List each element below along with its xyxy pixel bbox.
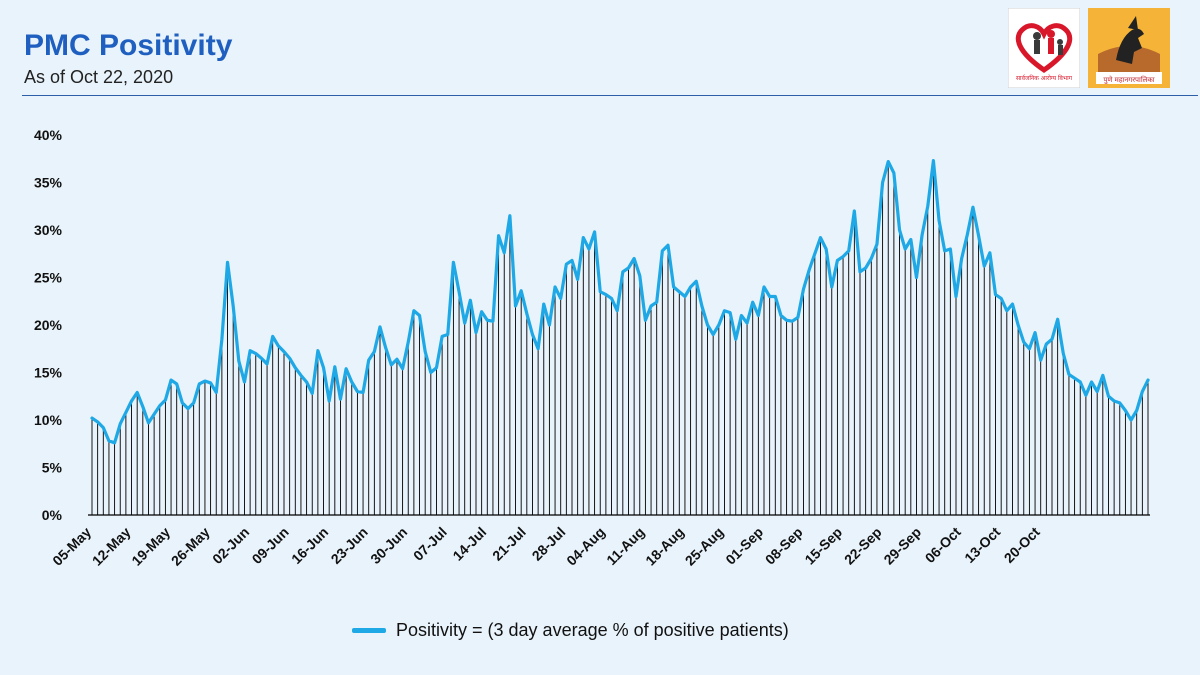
x-tick-label: 19-May [128, 524, 173, 569]
y-tick-label: 10% [34, 412, 63, 428]
x-tick-label: 25-Aug [682, 524, 727, 569]
positivity-series [90, 159, 1150, 445]
x-tick-label: 22-Sep [841, 524, 885, 568]
x-tick-label: 09-Jun [249, 524, 292, 567]
header: PMC Positivity As of Oct 22, 2020 [24, 28, 232, 88]
logo-left-caption: सार्वजनिक आरोग्य विभाग [1016, 74, 1073, 82]
legend-label: Positivity = (3 day average % of positiv… [396, 620, 789, 640]
positivity-line [90, 159, 1150, 445]
x-tick-label: 08-Sep [762, 524, 806, 568]
header-divider [22, 95, 1198, 96]
legend-line-swatch [352, 628, 386, 633]
logo-right-caption: पुणे महानगरपालिका [1103, 75, 1154, 84]
x-tick-label: 18-Aug [642, 524, 687, 569]
y-tick-label: 25% [34, 270, 63, 286]
y-tick-label: 40% [34, 127, 63, 143]
x-tick-label: 15-Sep [801, 524, 845, 568]
x-tick-label: 14-Jul [449, 524, 489, 564]
x-tick-label: 26-May [168, 524, 213, 569]
x-tick-label: 30-Jun [367, 524, 410, 567]
x-tick-label: 29-Sep [880, 524, 924, 568]
daily-value-bars [91, 160, 1149, 515]
x-tick-label: 04-Aug [563, 524, 608, 569]
x-tick-label: 06-Oct [922, 524, 964, 566]
positivity-chart: 0% 5% 10% 15% 20% 25% 30% 35% 40% 05-May12-May19… [34, 127, 1150, 569]
x-tick-label: 23-Jun [328, 524, 371, 567]
y-tick-label: 30% [34, 222, 63, 238]
x-tick-label: 01-Sep [722, 524, 766, 568]
x-tick-label: 07-Jul [410, 524, 450, 564]
x-tick-label: 13-Oct [961, 524, 1003, 566]
x-tick-label: 02-Jun [209, 524, 252, 567]
x-tick-label: 21-Jul [489, 524, 529, 564]
y-tick-label: 15% [34, 365, 63, 381]
x-tick-label: 16-Jun [288, 524, 331, 567]
x-axis: 05-May12-May19-May26-May02-Jun09-Jun16-J… [49, 514, 1150, 569]
x-tick-label: 12-May [89, 524, 134, 569]
x-tick-label: 05-May [49, 524, 94, 569]
legend: Positivity = (3 day average % of positiv… [352, 620, 789, 641]
x-tick-label: 11-Aug [603, 524, 647, 568]
y-tick-label: 20% [34, 317, 63, 333]
x-tick-label: 20-Oct [1001, 524, 1043, 566]
y-tick-label: 0% [42, 507, 63, 523]
pune-municipal-corporation-logo-icon: पुणे महानगरपालिका [1088, 8, 1170, 88]
y-axis: 0% 5% 10% 15% 20% 25% 30% 35% 40% [34, 127, 63, 523]
chart-title: PMC Positivity [24, 29, 233, 62]
y-tick-label: 35% [34, 175, 63, 191]
chart-subtitle: As of Oct 22, 2020 [24, 67, 174, 87]
y-tick-label: 5% [42, 460, 63, 476]
public-health-department-logo-icon: सार्वजनिक आरोग्य विभाग [1008, 8, 1080, 88]
